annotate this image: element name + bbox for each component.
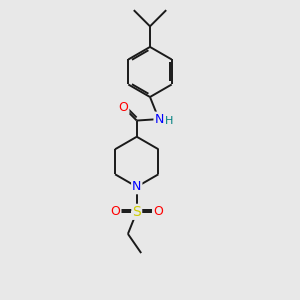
Text: O: O: [111, 205, 121, 218]
Text: N: N: [154, 112, 164, 126]
Text: S: S: [132, 205, 141, 219]
Text: O: O: [118, 101, 128, 114]
Text: N: N: [132, 180, 141, 193]
Text: H: H: [165, 116, 173, 126]
Text: O: O: [153, 205, 163, 218]
